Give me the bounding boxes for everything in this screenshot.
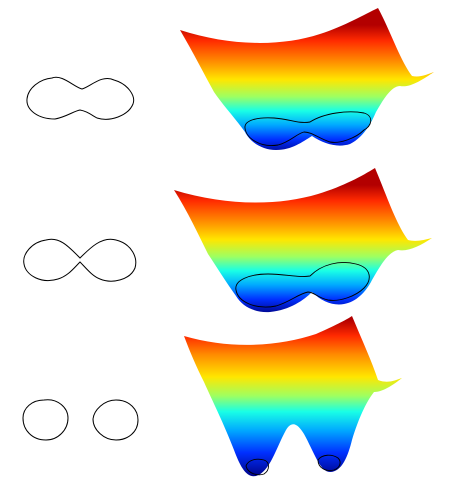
surface-2 [174,168,432,313]
surface-level-curve-1 [244,111,372,146]
surface-1 [180,8,434,150]
contour-curve-3a [22,399,69,441]
surface-level-curve-3b [317,454,341,471]
contour-curve-3b [92,399,139,441]
surface-level-curve-3a [245,458,269,476]
panel-2 [23,168,432,313]
surface-3 [184,316,402,477]
panel-1 [26,8,434,150]
contour-curve-2 [23,238,137,282]
surface-level-curve-2 [235,262,370,308]
contour-curve-1 [26,76,135,120]
panel-3 [22,316,402,477]
